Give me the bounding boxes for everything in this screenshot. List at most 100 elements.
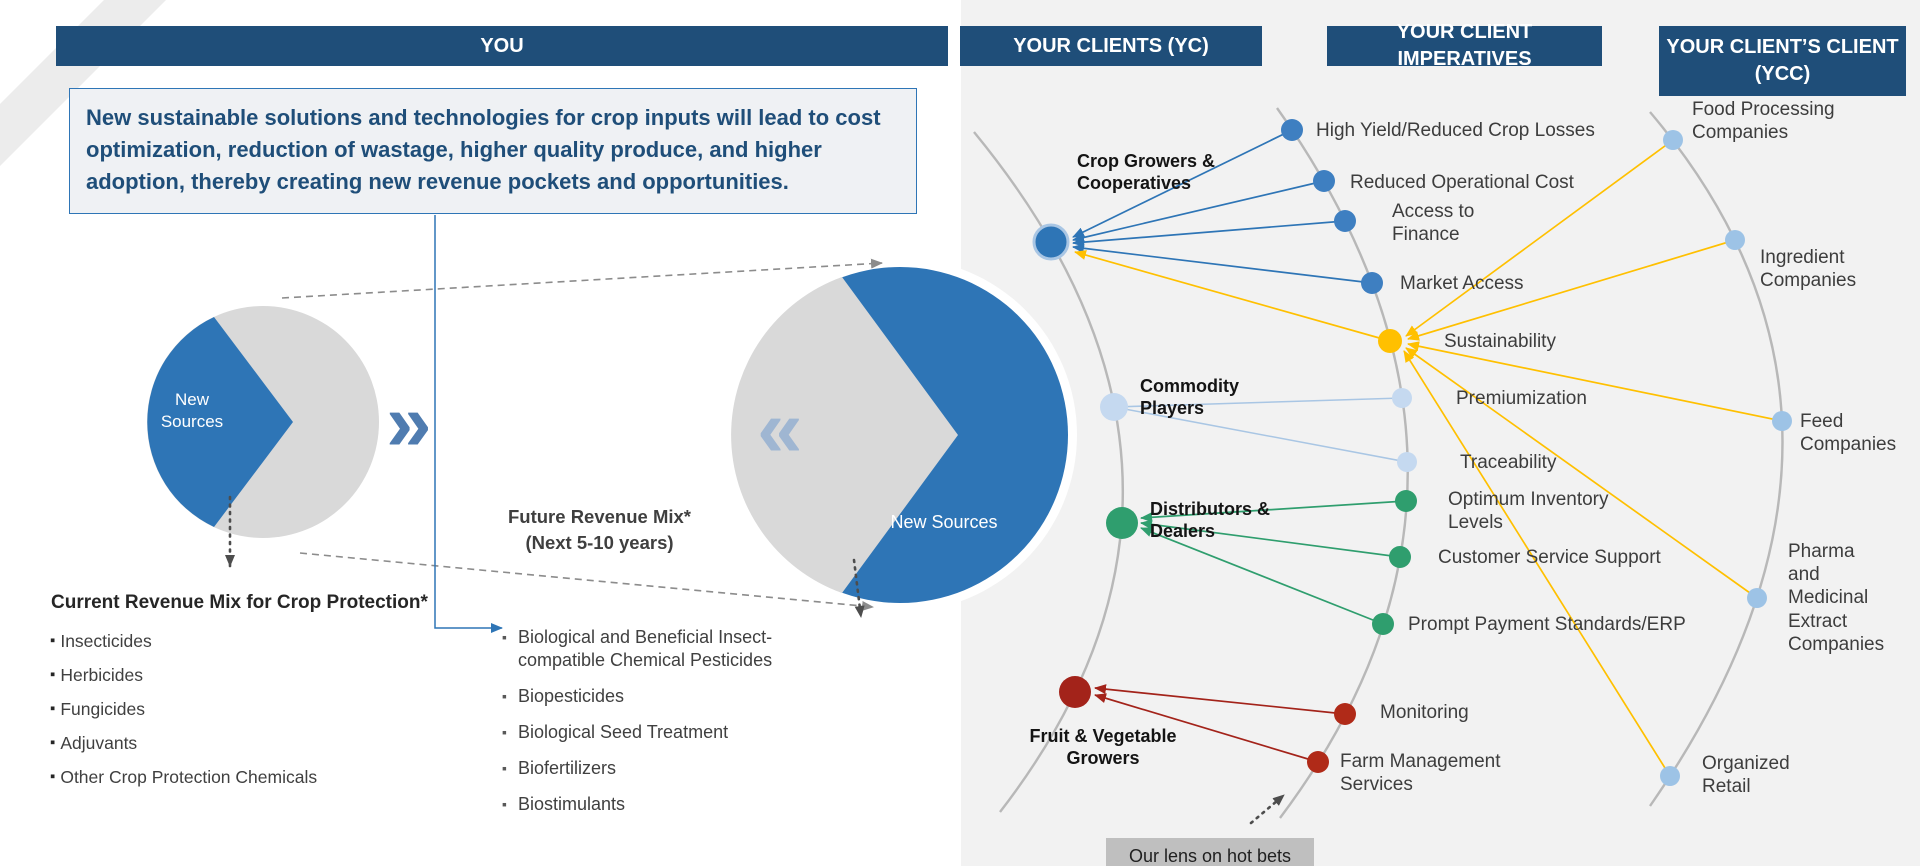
node-farm-management bbox=[1307, 751, 1329, 773]
node-market-access bbox=[1361, 272, 1383, 294]
big-pie-current-wedge bbox=[731, 277, 958, 593]
label-distributors-dealers: Distributors & Dealers bbox=[1150, 499, 1271, 541]
node-commodity-players bbox=[1100, 393, 1128, 421]
label-food-processing: Food Processing Companies bbox=[1692, 99, 1835, 144]
small-pie-chart bbox=[147, 306, 379, 538]
bullet-icon: ▪ bbox=[502, 688, 507, 704]
label-fruit-vegetable-growers: Fruit & Vegetable Growers bbox=[1029, 726, 1177, 768]
ycc-arc bbox=[1649, 111, 1784, 807]
list-item-label: Biostimulants bbox=[517, 794, 626, 814]
list-item-label: Biological and Beneficial Insect-compati… bbox=[517, 627, 773, 670]
fast-forward-icon: » bbox=[386, 377, 432, 468]
node-food-processing bbox=[1663, 130, 1683, 150]
label-access-to-finance: Access to Finance bbox=[1392, 201, 1475, 246]
node-monitoring bbox=[1334, 703, 1356, 725]
bullet-icon: ▪ bbox=[50, 666, 56, 683]
imperative-nodes bbox=[1281, 119, 1417, 773]
list-item: ▪ Other Crop Protection Chemicals bbox=[50, 760, 317, 794]
label-customer-service: Customer Service Support bbox=[1438, 547, 1661, 568]
header-client-imperatives: YOUR CLIENT IMPERATIVES bbox=[1327, 21, 1602, 70]
list-item-label: Fungicides bbox=[60, 699, 145, 719]
blue-connections bbox=[1072, 129, 1373, 284]
hot-bets-dotted-arrow bbox=[1249, 793, 1286, 825]
label-premiumization: Premiumization bbox=[1456, 388, 1587, 409]
node-pharma-extract bbox=[1747, 588, 1767, 608]
list-item-label: Insecticides bbox=[60, 631, 152, 651]
header-your-clients: YOUR CLIENTS (YC) bbox=[960, 26, 1262, 66]
green-connections bbox=[1140, 500, 1407, 625]
label-commodity-players: Commodity Players bbox=[1140, 376, 1239, 418]
label-reduced-operational-cost: Reduced Operational Cost bbox=[1350, 172, 1574, 193]
label-crop-growers: Crop Growers & Cooperatives bbox=[1077, 151, 1216, 193]
list-item: ▪ Herbicides bbox=[50, 658, 317, 692]
node-distributors-dealers bbox=[1106, 507, 1138, 539]
label-high-yield: High Yield/Reduced Crop Losses bbox=[1316, 120, 1595, 141]
projection-and-callout-lines bbox=[225, 215, 883, 633]
bullet-icon: ▪ bbox=[50, 734, 56, 751]
label-monitoring: Monitoring bbox=[1380, 702, 1469, 723]
future-mix-caption: Future Revenue Mix* (Next 5-10 years) bbox=[508, 506, 691, 553]
header-you: YOU bbox=[56, 26, 948, 66]
big-pie-label: New Sources bbox=[890, 512, 998, 532]
label-organized-retail: Organized Retail bbox=[1702, 753, 1790, 798]
clients-panel-background bbox=[961, 0, 1920, 866]
list-item: ▪ Insecticides bbox=[50, 624, 317, 658]
ycc-nodes bbox=[1660, 130, 1792, 786]
list-item-label: Biopesticides bbox=[517, 686, 625, 706]
callout-text: New sustainable solutions and technologi… bbox=[86, 105, 881, 194]
label-pharma-extract: Pharma and Medicinal Extract Companies bbox=[1788, 541, 1885, 655]
list-item: ▪ Biofertilizers bbox=[502, 757, 847, 780]
pale-blue-connections bbox=[1113, 397, 1408, 463]
label-prompt-payment: Prompt Payment Standards/ERP bbox=[1408, 614, 1686, 635]
node-traceability bbox=[1397, 452, 1417, 472]
label-sustainability: Sustainability bbox=[1444, 331, 1556, 352]
node-access-to-finance bbox=[1334, 210, 1356, 232]
label-farm-management: Farm Management Services bbox=[1340, 751, 1501, 796]
node-prompt-payment bbox=[1372, 613, 1394, 635]
bullet-icon: ▪ bbox=[502, 760, 507, 776]
node-feed-companies bbox=[1772, 411, 1792, 431]
projection-line-top bbox=[281, 258, 883, 299]
red-connections bbox=[1094, 684, 1346, 763]
small-pie-new-sources-wedge bbox=[147, 317, 293, 527]
yellow-connections bbox=[1074, 139, 1783, 777]
header-clients-client: YOUR CLIENT’S CLIENT (YCC) bbox=[1659, 26, 1906, 96]
hot-bets-box: Our lens on hot bets bbox=[1106, 838, 1314, 866]
list-item-label: Adjuvants bbox=[60, 733, 138, 753]
node-sustainability bbox=[1378, 329, 1402, 353]
big-pie-chart bbox=[723, 258, 1077, 612]
bullet-icon: ▪ bbox=[502, 629, 507, 645]
client-nodes bbox=[1032, 223, 1138, 708]
current-mix-title: Current Revenue Mix for Crop Protection* bbox=[51, 592, 428, 613]
callout-connector-line bbox=[434, 215, 503, 633]
bullet-icon: ▪ bbox=[50, 700, 56, 717]
arcs bbox=[973, 107, 1784, 819]
node-customer-service bbox=[1389, 546, 1411, 568]
future-mix-list: ▪ Biological and Beneficial Insect-compat… bbox=[502, 626, 847, 829]
bullet-icon: ▪ bbox=[502, 796, 507, 812]
label-market-access: Market Access bbox=[1400, 273, 1524, 294]
list-item: ▪ Fungicides bbox=[50, 692, 317, 726]
node-optimum-inventory bbox=[1395, 490, 1417, 512]
node-reduced-operational-cost bbox=[1313, 170, 1335, 192]
small-pie-label: New Sources bbox=[160, 390, 224, 432]
dotted-arrow-future-mix bbox=[852, 558, 865, 619]
list-item-label: Other Crop Protection Chemicals bbox=[60, 767, 318, 787]
node-ingredient-companies bbox=[1725, 230, 1745, 250]
list-item-label: Biological Seed Treatment bbox=[517, 722, 729, 742]
rewind-icon: « bbox=[757, 383, 803, 474]
list-item: ▪ Biological and Beneficial Insect-compat… bbox=[502, 626, 847, 672]
node-high-yield bbox=[1281, 119, 1303, 141]
callout-box: New sustainable solutions and technologi… bbox=[69, 88, 917, 214]
bullet-icon: ▪ bbox=[502, 724, 507, 740]
list-item: ▪ Biological Seed Treatment bbox=[502, 721, 847, 744]
node-fruit-vegetable-growers bbox=[1059, 676, 1091, 708]
label-optimum-inventory: Optimum Inventory Levels bbox=[1448, 489, 1609, 534]
node-crop-growers bbox=[1032, 223, 1070, 261]
label-ingredient-companies: Ingredient Companies bbox=[1760, 247, 1857, 292]
label-feed-companies: Feed Companies bbox=[1800, 411, 1897, 456]
list-item-label: Herbicides bbox=[60, 665, 144, 685]
label-traceability: Traceability bbox=[1460, 452, 1557, 473]
